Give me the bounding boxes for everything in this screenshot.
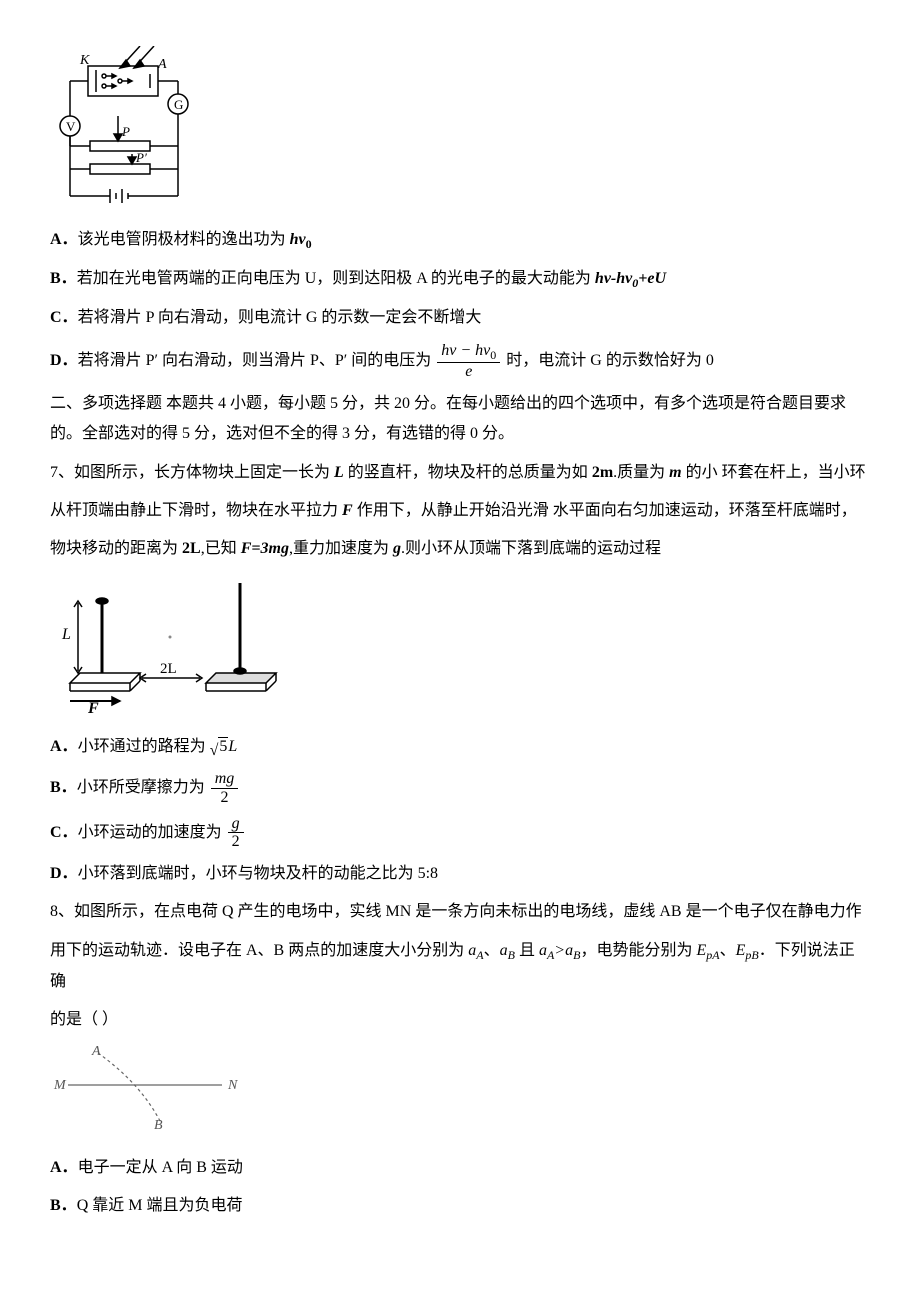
fraction: g 2 (228, 815, 244, 851)
q6-fig-G: G (174, 97, 183, 112)
q6-fig-A: A (157, 57, 167, 72)
q6-fig-Pp: P′ (135, 150, 147, 165)
q6-circuit-figure: K A V G P P′ (50, 46, 870, 217)
q7-fig-2L: 2L (160, 661, 177, 677)
q7-option-a: A．小环通过的路程为 √5L (50, 732, 870, 762)
q8-line3: 的是（ ） (50, 1005, 870, 1035)
opt-label: A． (50, 231, 78, 248)
q8-fig-A: A (91, 1044, 101, 1059)
q8-line2: 用下的运动轨迹．设电子在 A、B 两点的加速度大小分别为 aA、aB 且 aA>… (50, 936, 870, 997)
q7-line2: 从杆顶端由静止下滑时，物块在水平拉力 F 作用下，从静止开始沿光滑 水平面向右匀… (50, 496, 870, 526)
q7-option-d: D．小环落到底端时，小环与物块及杆的动能之比为 5:8 (50, 859, 870, 889)
q8-option-a: A．电子一定从 A 向 B 运动 (50, 1153, 870, 1183)
q7-option-c: C．小环运动的加速度为 g 2 (50, 815, 870, 851)
q8-option-b: B．Q 靠近 M 端且为负电荷 (50, 1191, 870, 1221)
q7-fig-L: L (61, 626, 71, 643)
section-heading: 二、多项选择题 本题共 4 小题，每小题 5 分，共 20 分。在每小题给出的四… (50, 389, 870, 450)
q7-line1: 7、如图所示，长方体物块上固定一长为 L 的竖直杆，物块及杆的总质量为如 2m.… (50, 458, 870, 488)
q6-option-b: B．若加在光电管两端的正向电压为 U，则到达阳极 A 的光电子的最大动能为 hv… (50, 264, 870, 295)
q8-fig-N: N (227, 1078, 238, 1093)
opt-label: D． (50, 352, 78, 369)
fraction: mg 2 (211, 770, 239, 806)
fraction: hv − hv0 e (437, 342, 500, 381)
q7-fig-F: F (87, 700, 99, 713)
q6-fig-K: K (79, 53, 90, 68)
opt-label: B． (50, 270, 77, 287)
q8-figure: A B M N (50, 1043, 870, 1144)
q6-fig-V: V (66, 119, 76, 134)
q6-fig-P: P (121, 124, 130, 139)
q6-option-a: A．该光电管阴极材料的逸出功为 hv0 (50, 225, 870, 256)
q6-option-c: C．若将滑片 P 向右滑动，则电流计 G 的示数一定会不断增大 (50, 303, 870, 333)
q8-fig-M: M (53, 1078, 67, 1093)
opt-label: C． (50, 309, 78, 326)
q8-fig-B: B (154, 1118, 163, 1133)
q7-figure: L 2L F (50, 573, 870, 724)
q7-option-b: B．小环所受摩擦力为 mg 2 (50, 770, 870, 806)
q8-line1: 8、如图所示，在点电荷 Q 产生的电场中，实线 MN 是一条方向未标出的电场线，… (50, 897, 870, 927)
q6-option-d: D．若将滑片 P′ 向右滑动，则当滑片 P、P′ 间的电压为 hv − hv0 … (50, 342, 870, 381)
q7-line3: 物块移动的距离为 2L,已知 F=3mg,重力加速度为 g.则小环从顶端下落到底… (50, 534, 870, 564)
